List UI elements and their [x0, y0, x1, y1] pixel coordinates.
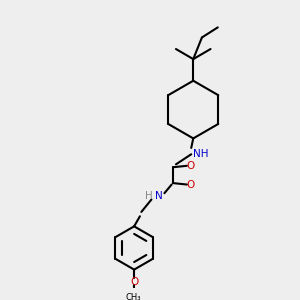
Text: CH₃: CH₃ [126, 293, 141, 300]
Text: N: N [155, 191, 163, 201]
Text: O: O [186, 179, 194, 190]
Text: O: O [186, 161, 194, 171]
Text: H: H [145, 191, 152, 201]
Text: NH: NH [193, 149, 209, 159]
Text: O: O [130, 277, 138, 287]
